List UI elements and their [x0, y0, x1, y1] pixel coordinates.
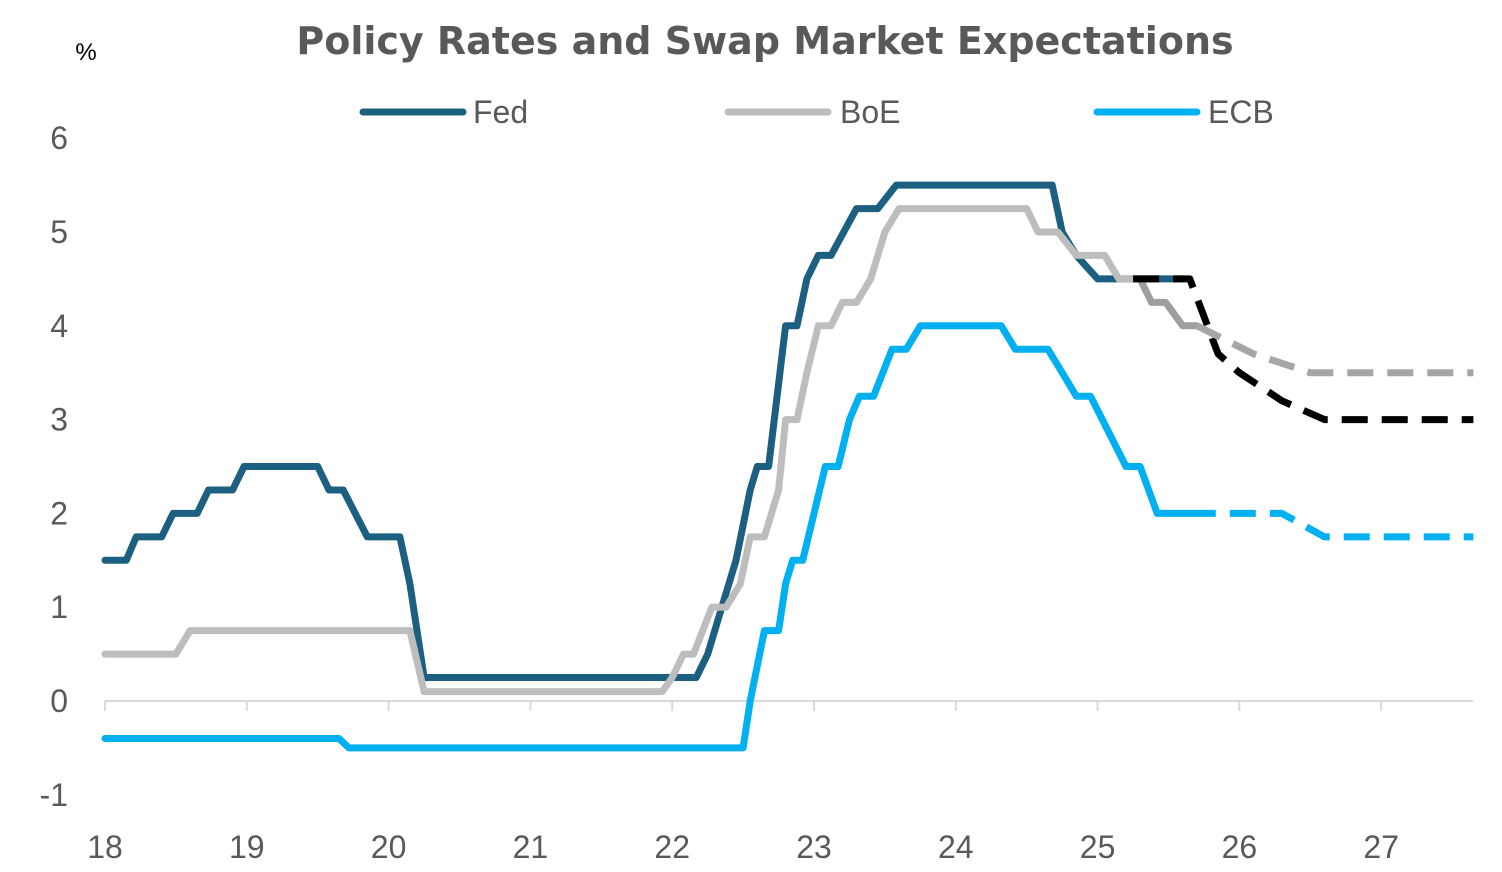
x-tick-label: 26	[1222, 829, 1258, 865]
series-line-boe-swap-expectations	[1195, 322, 1474, 377]
y-tick-label: 1	[50, 589, 68, 625]
y-tick-label: -1	[40, 777, 68, 813]
x-tick-label: 20	[371, 829, 407, 865]
y-tick-label: 5	[50, 214, 68, 250]
data-series	[101, 181, 1474, 752]
legend-label-ecb: ECB	[1208, 94, 1274, 130]
legend-label-fed: Fed	[473, 94, 528, 130]
legend-label-boe: BoE	[840, 94, 900, 130]
y-tick-label: 3	[50, 402, 68, 438]
x-tick-labels: 18 19 20 21 22 23 24 25 26 27	[87, 829, 1399, 865]
axes	[104, 700, 1474, 711]
series-line-fed-swap-expectations	[1133, 275, 1474, 424]
legend: Fed BoE ECB	[359, 94, 1274, 130]
y-tick-labels: 6 5 4 3 2 1 0 -1	[40, 120, 68, 813]
series-line-boe-path-continued	[1136, 275, 1201, 330]
x-tick-label: 24	[938, 829, 974, 865]
series-line-fed	[101, 181, 1187, 681]
x-tick-label: 22	[654, 829, 690, 865]
x-tick-label: 27	[1363, 829, 1399, 865]
x-tick-label: 21	[513, 829, 549, 865]
x-tick-label: 25	[1080, 829, 1116, 865]
series-line-boe	[101, 205, 1144, 696]
series-line-ecb-swap-expectations	[1189, 509, 1474, 541]
x-tick-label: 23	[796, 829, 832, 865]
y-tick-label: 2	[50, 495, 68, 531]
y-tick-label: 0	[50, 683, 68, 719]
y-axis-unit: %	[75, 39, 96, 66]
series-line-ecb	[101, 322, 1194, 752]
y-tick-label: 4	[50, 308, 68, 344]
x-tick-label: 18	[87, 829, 123, 865]
chart-title: Policy Rates and Swap Market Expectation…	[296, 19, 1233, 63]
x-tick-label: 19	[229, 829, 265, 865]
y-tick-label: 6	[50, 120, 68, 156]
